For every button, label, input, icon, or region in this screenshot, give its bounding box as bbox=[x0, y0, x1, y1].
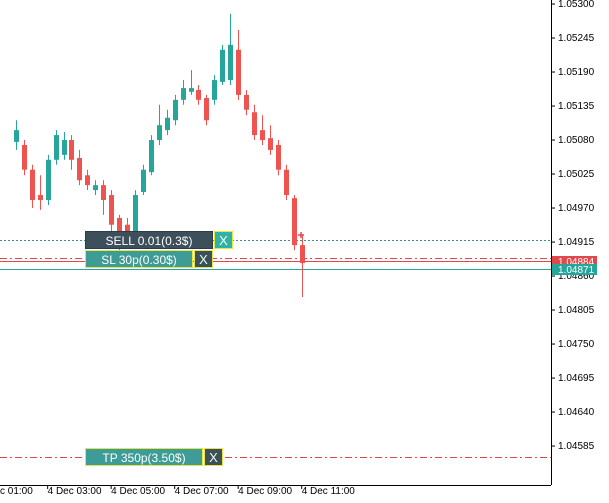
candle-body bbox=[22, 144, 27, 170]
candle-body bbox=[62, 140, 67, 155]
candle-body bbox=[46, 159, 51, 200]
candle-body bbox=[181, 88, 186, 100]
close-tp-button[interactable]: X bbox=[204, 448, 223, 466]
candle-body bbox=[212, 80, 217, 100]
candle-body bbox=[54, 135, 59, 160]
candle-body bbox=[117, 217, 122, 241]
candle-body bbox=[228, 44, 233, 81]
candle-body bbox=[93, 185, 98, 191]
candle-body bbox=[69, 140, 74, 160]
y-tick-label: 1.04970 bbox=[558, 203, 595, 214]
candle-body bbox=[252, 112, 257, 136]
candle-body bbox=[220, 49, 225, 82]
candle-body bbox=[157, 125, 162, 141]
y-tick-label: 1.04915 bbox=[558, 237, 595, 248]
candle-body bbox=[38, 195, 43, 200]
candle-body bbox=[189, 88, 194, 92]
y-tick-label: 1.05080 bbox=[558, 135, 595, 146]
y-tick-label: 1.04860 bbox=[558, 271, 595, 282]
y-tick-label: 1.05025 bbox=[558, 169, 595, 180]
sell-button[interactable]: SELL 0.01(0.3$) bbox=[85, 231, 213, 249]
candle-body bbox=[276, 144, 281, 170]
candle-body bbox=[30, 169, 35, 200]
candle-body bbox=[204, 97, 209, 121]
y-tick-label: 1.05135 bbox=[558, 101, 595, 112]
candle-body bbox=[244, 94, 249, 110]
y-tick-label: 1.04640 bbox=[558, 407, 595, 418]
candle-body bbox=[260, 130, 265, 141]
price-badge-label: 1.04871 bbox=[558, 265, 595, 276]
x-tick-label: 4 Dec 11:00 bbox=[302, 486, 356, 497]
y-tick-label: 1.05245 bbox=[558, 33, 595, 44]
candle-body bbox=[101, 185, 106, 200]
candle-body bbox=[300, 245, 305, 264]
x-tick-label: 4 Dec 09:00 bbox=[238, 486, 292, 497]
price-badge-label: 1.04884 bbox=[558, 257, 595, 268]
y-tick-label: 1.05190 bbox=[558, 67, 595, 78]
close-sell-button[interactable]: X bbox=[214, 231, 233, 249]
price-badge bbox=[552, 256, 597, 267]
candle-body bbox=[14, 130, 19, 142]
candle-body bbox=[236, 49, 241, 95]
candle-body bbox=[149, 140, 154, 173]
candle-body bbox=[77, 157, 82, 181]
tp-button[interactable]: TP 350p(3.50$) bbox=[85, 448, 203, 466]
candle-body bbox=[141, 169, 146, 192]
x-tick-label: 4 Dec 03:00 bbox=[48, 486, 102, 497]
x-tick-label: c 01:00 bbox=[0, 486, 33, 497]
candle-body bbox=[109, 195, 114, 225]
sell-marker bbox=[298, 232, 304, 238]
x-tick-label: 4 Dec 05:00 bbox=[111, 486, 165, 497]
candle-body bbox=[133, 195, 138, 236]
x-tick-label: 4 Dec 07:00 bbox=[175, 486, 229, 497]
y-tick-label: 1.04585 bbox=[558, 441, 595, 452]
candle-body bbox=[173, 99, 178, 121]
candle-body bbox=[165, 117, 170, 131]
y-tick-label: 1.04805 bbox=[558, 305, 595, 316]
price-badge bbox=[552, 264, 597, 275]
candle-body bbox=[292, 198, 297, 246]
candle-body bbox=[284, 169, 289, 196]
y-tick-label: 1.04750 bbox=[558, 339, 595, 350]
candle-body bbox=[268, 138, 273, 150]
sl-button[interactable]: SL 30p(0.30$) bbox=[85, 250, 193, 268]
close-sl-button[interactable]: X bbox=[194, 250, 213, 268]
candle-body bbox=[196, 89, 201, 100]
candle-body bbox=[85, 175, 90, 186]
y-tick-label: 1.04695 bbox=[558, 373, 595, 384]
y-tick-label: 1.05300 bbox=[558, 0, 595, 10]
